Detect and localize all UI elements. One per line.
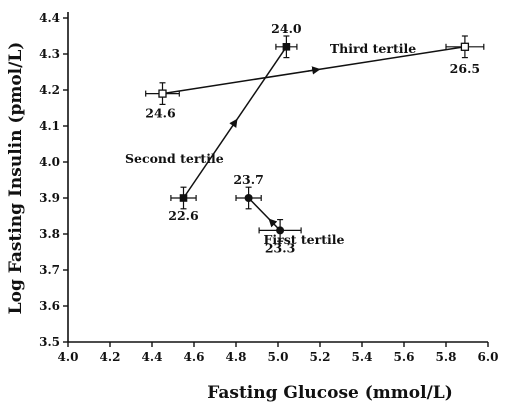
y-tick-label: 3.8 (39, 227, 60, 241)
y-tick-label: 3.6 (39, 299, 60, 313)
data-point (179, 194, 188, 202)
data-point (244, 194, 253, 202)
point-label: 23.3 (265, 240, 295, 255)
x-tick-label: 5.0 (268, 350, 289, 364)
x-tick-label: 5.8 (436, 350, 457, 364)
point-label: 22.6 (168, 208, 199, 223)
y-tick-label: 4.2 (39, 83, 60, 97)
x-tick-label: 5.4 (352, 350, 373, 364)
series-label: First tertile (264, 232, 345, 247)
y-tick-label: 4.1 (39, 119, 60, 133)
x-tick-label: 6.0 (478, 350, 499, 364)
y-axis-title: Log Fasting Insulin (pmol/L) (6, 42, 26, 315)
data-point (158, 89, 167, 98)
point-label: 23.7 (233, 172, 263, 187)
x-axis-title: Fasting Glucose (mmol/L) (207, 383, 453, 403)
x-tick-label: 5.2 (310, 350, 331, 364)
series-arrow (229, 118, 238, 128)
x-tick-label: 5.6 (394, 350, 415, 364)
point-label: 26.5 (450, 61, 480, 76)
series-arrow (268, 218, 278, 228)
y-tick-label: 3.7 (39, 263, 60, 277)
x-tick-label: 4.2 (100, 350, 121, 364)
data-point (282, 43, 291, 51)
series-arrow (307, 66, 321, 75)
point-label: 24.6 (145, 106, 176, 121)
y-tick-label: 3.5 (39, 335, 60, 349)
x-tick-label: 4.0 (58, 350, 79, 364)
x-tick-label: 4.4 (142, 350, 163, 364)
y-tick-label: 4.3 (39, 47, 60, 61)
axes: 4.0 4.2 4.4 4.6 4.8 5.0 5.2 5.4 5.6 5.8 6.0 3.5 3.6 3… (39, 11, 498, 364)
series-line (248, 197, 281, 231)
point-label: 24.0 (271, 21, 302, 36)
y-tick-label: 4.0 (39, 155, 60, 169)
y-tick-label: 4.4 (39, 11, 60, 25)
x-tick-label: 4.6 (184, 350, 205, 364)
series-label: Third tertile (330, 41, 416, 56)
data-point (276, 226, 285, 235)
series-label: Second tertile (125, 151, 224, 166)
y-tick-label: 3.9 (39, 191, 60, 205)
x-tick-label: 4.8 (226, 350, 247, 364)
data-point (460, 42, 470, 51)
